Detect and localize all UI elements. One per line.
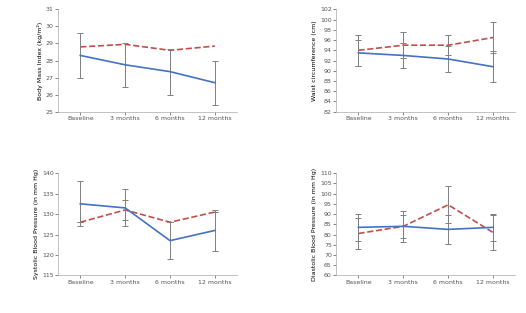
Y-axis label: Body Mass Index (kg/m²): Body Mass Index (kg/m²) xyxy=(37,21,43,100)
Y-axis label: Diastolic Blood Pressure (in mm Hg): Diastolic Blood Pressure (in mm Hg) xyxy=(312,168,318,281)
Y-axis label: Systolic Blood Pressure (in mm Hg): Systolic Blood Pressure (in mm Hg) xyxy=(34,169,39,280)
Y-axis label: Waist circumference (cm): Waist circumference (cm) xyxy=(312,20,317,101)
